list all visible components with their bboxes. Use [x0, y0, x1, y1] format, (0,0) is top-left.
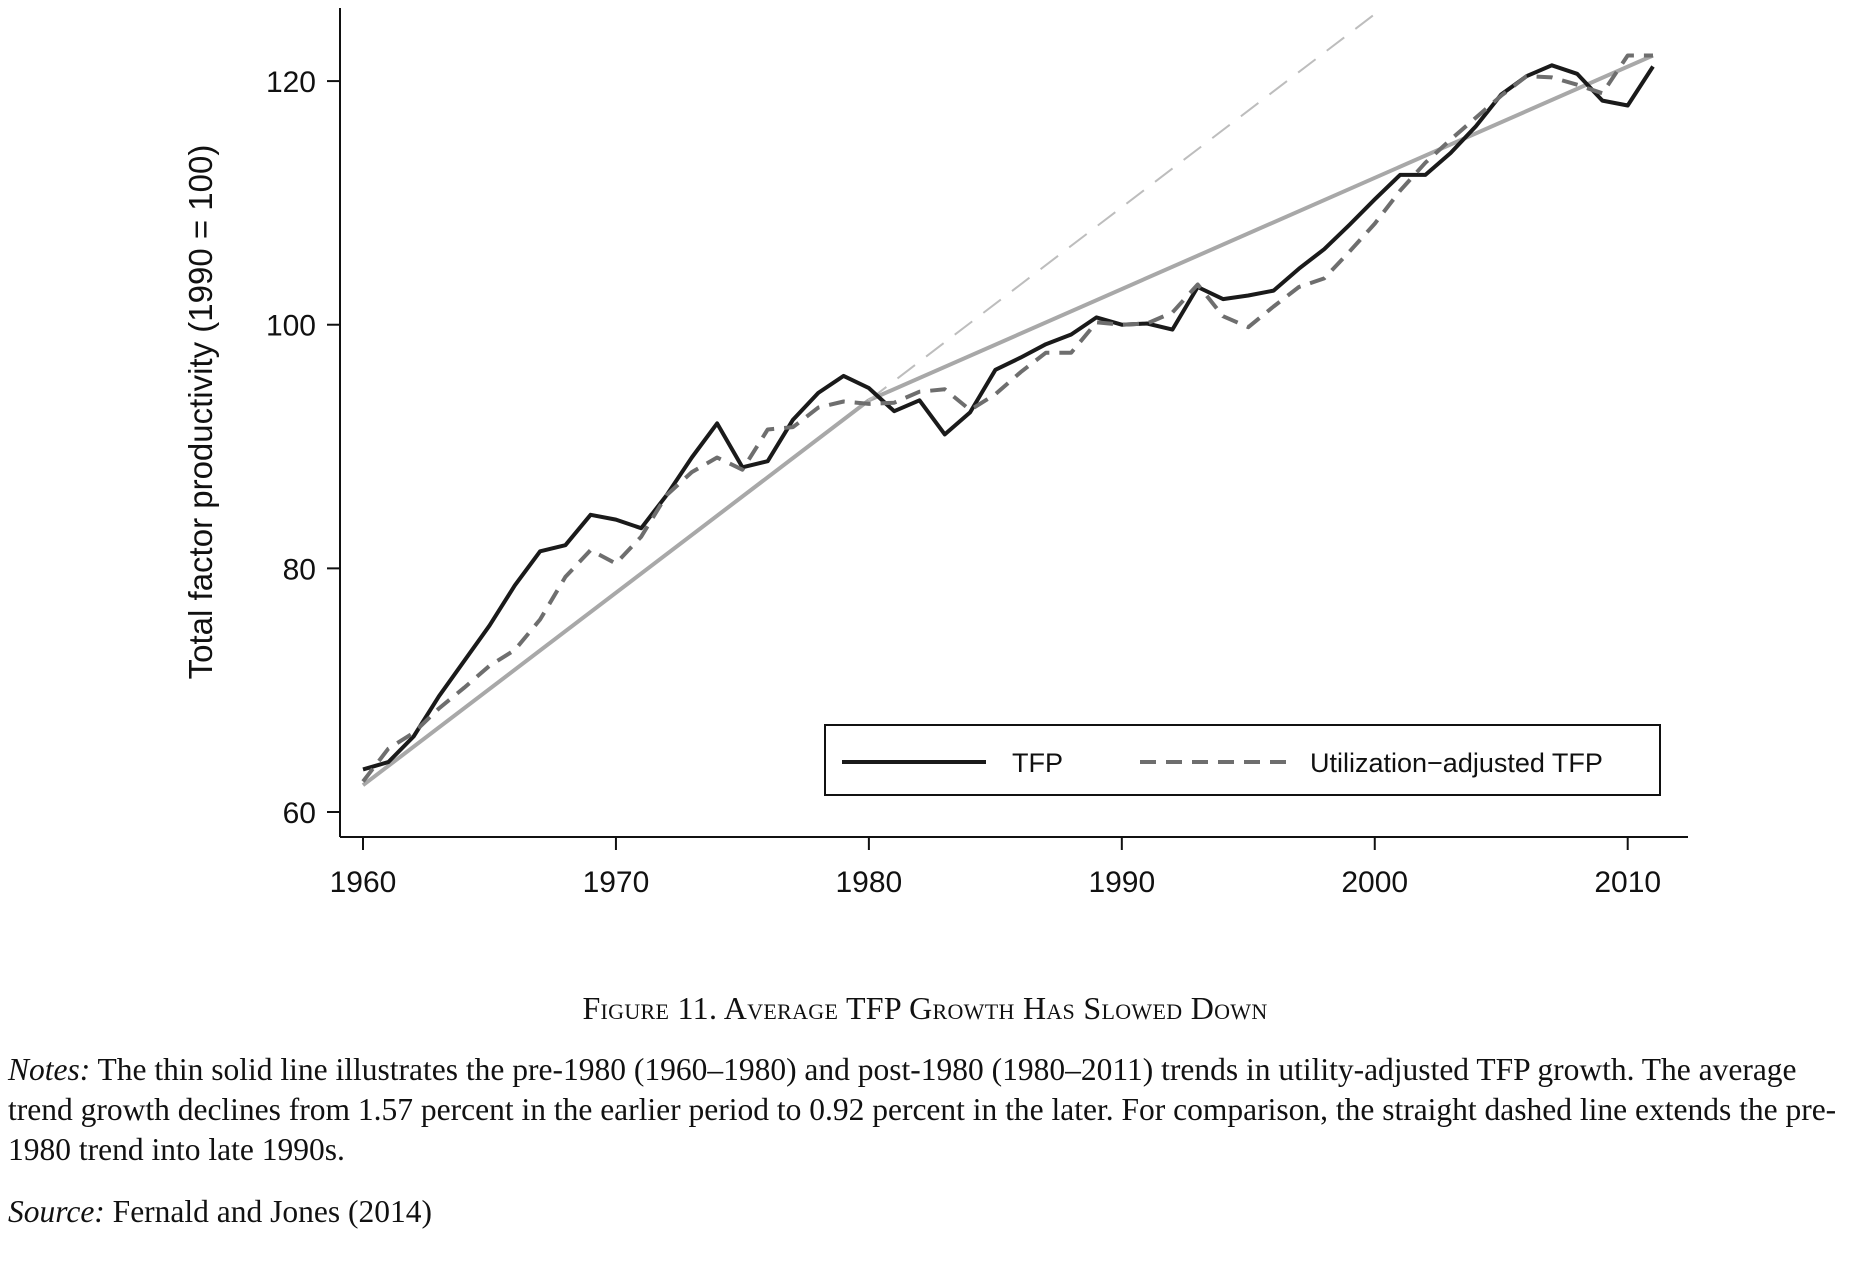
series-line-tfp [362, 63, 1655, 772]
x-tick-label: 1980 [836, 866, 903, 899]
source-label: Source: [8, 1194, 105, 1229]
y-axis-title: Total factor productivity (1990 = 100) [182, 145, 219, 680]
tfp-chart: 60 80 100 120 1960 1970 1980 1990 2000 2010 Total… [182, 8, 1688, 899]
axes: 60 80 100 120 1960 1970 1980 1990 2000 2010 [266, 8, 1688, 899]
series-line-util-adjusted-tfp [361, 53, 1653, 783]
x-tick-label: 1990 [1088, 866, 1155, 899]
source-paragraph: Source: Fernald and Jones (2014) [8, 1192, 1846, 1232]
x-tick-label: 1960 [330, 866, 397, 899]
y-tick-label: 120 [266, 66, 316, 99]
notes-text: The thin solid line illustrates the pre-… [8, 1052, 1837, 1167]
source-text: Fernald and Jones (2014) [104, 1194, 432, 1229]
x-tick-label: 1970 [583, 866, 650, 899]
trend-line [361, 398, 871, 787]
y-tick-label: 80 [283, 553, 316, 586]
notes-paragraph: Notes: The thin solid line illustrates t… [8, 1050, 1846, 1170]
trend-lines [361, 13, 1654, 787]
x-tick-label: 2010 [1594, 866, 1661, 899]
figure-notes: Notes: The thin solid line illustrates t… [8, 1050, 1846, 1232]
trend-extension-dashed-line [868, 13, 1376, 402]
y-tick-label: 60 [283, 797, 316, 830]
x-tick-label: 2000 [1341, 866, 1408, 899]
notes-label: Notes: [8, 1052, 91, 1087]
legend-label-tfp: TFP [1012, 748, 1063, 778]
data-series [361, 53, 1655, 783]
trend-line [868, 53, 1654, 403]
legend-label-util-adjusted-tfp: Utilization−adjusted TFP [1310, 748, 1603, 778]
legend: TFP Utilization−adjusted TFP [824, 724, 1661, 796]
y-tick-label: 100 [266, 310, 316, 343]
figure-caption: Figure 11. Average TFP Growth Has Slowed… [582, 990, 1268, 1026]
